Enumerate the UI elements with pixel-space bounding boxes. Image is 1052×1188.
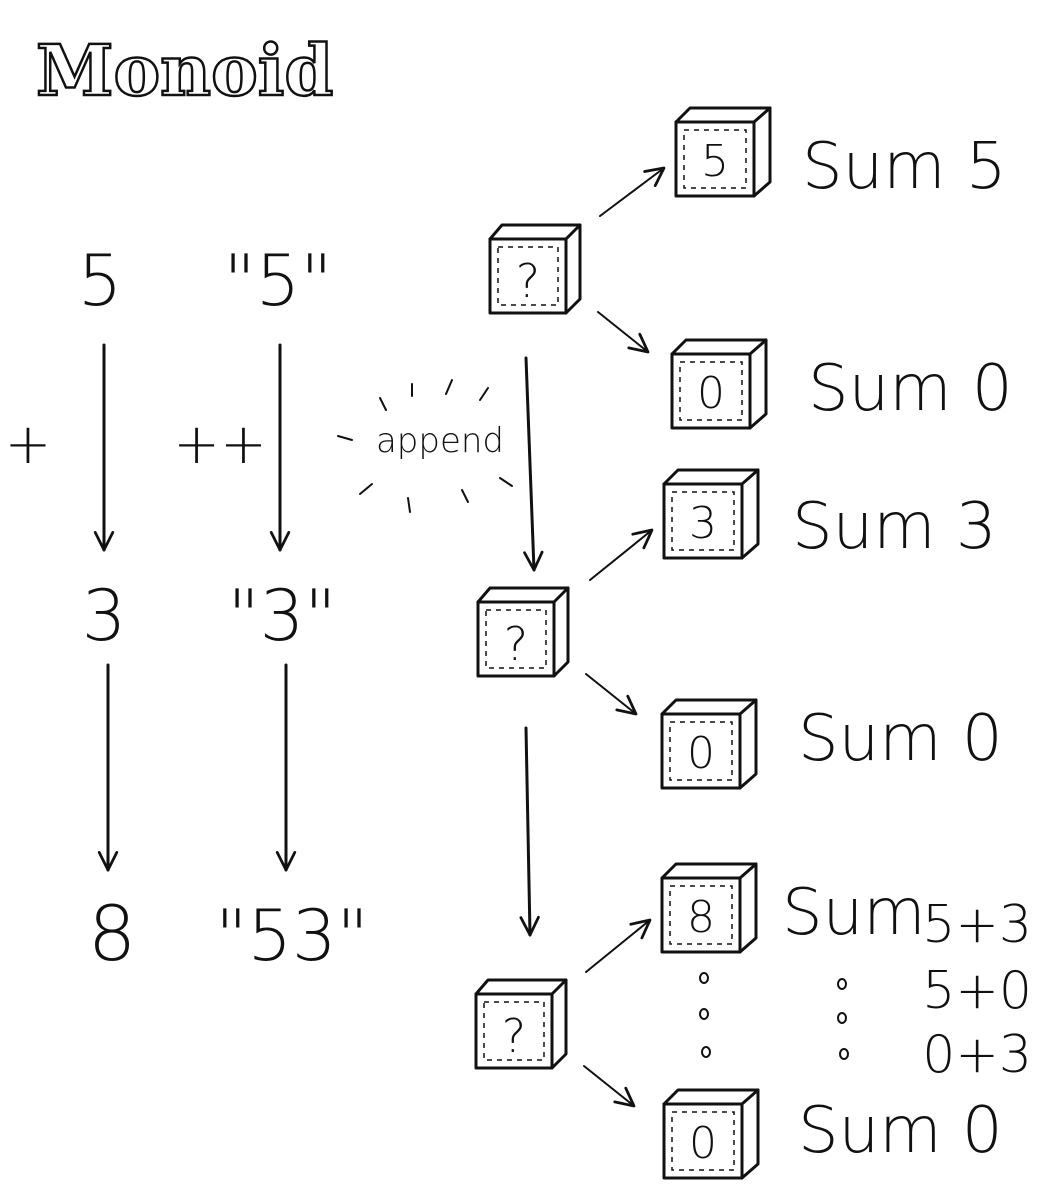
stage-arrow-2 [519,726,540,937]
string-top: "5" [224,240,333,322]
ellipsis-dots-left [699,972,711,1058]
value-box-0-c-label: 0 [689,1118,717,1169]
value-box-0-b: 0 [660,698,758,790]
value-box-3-label: 3 [689,498,717,549]
value-box-0-a: 0 [670,338,768,430]
value-box-0-b-label: 0 [687,728,715,779]
mystery-box-2-label: ? [504,617,528,671]
stage-3-arrow-down [583,1065,636,1108]
value-box-8: 8 [660,862,758,954]
stage-3-arrow-up [585,918,652,973]
sum-5-label: Sum 5 [802,130,1007,204]
mystery-box-2: ? [476,586,570,678]
value-box-5-label: 5 [701,136,729,187]
number-bottom: 8 [88,889,136,978]
value-box-8-label: 8 [687,892,715,943]
mystery-box-1: ? [488,223,582,315]
value-box-0-c: 0 [662,1088,760,1180]
stage-2-arrow-down [585,673,638,716]
number-top: 5 [78,240,123,322]
string-middle: "3" [228,575,337,657]
mystery-box-1-label: ? [516,254,540,308]
strings-operator: ++ [173,412,267,477]
value-box-3: 3 [662,468,760,560]
value-box-0-a-label: 0 [697,368,725,419]
append-label: append [376,421,504,461]
stage-arrow-1 [523,356,544,572]
stage-3: ? 8 Sum 0 Sum 0 5+3 5+0 0+3 [474,862,1032,1180]
string-bottom: "53" [215,895,368,977]
sum-result-label: Sum [782,876,926,950]
stage-2: ? 3 Sum 3 0 Sum 0 [476,468,1003,790]
diagram-title: Monoid [36,29,333,112]
sum-0-a-label: Sum 0 [808,352,1013,426]
append-burst [337,379,513,513]
sum-0-c-label: Sum 0 [798,1094,1003,1168]
sum-3-label: Sum 3 [792,490,997,564]
stage-1: ? 5 Sum 5 0 Sum 0 [488,106,1013,430]
number-middle: 3 [82,575,127,657]
stage-1-arrow-down [597,311,650,354]
stage-2-arrow-up [589,528,654,581]
numbers-operator: + [5,412,52,477]
mystery-box-3: ? [474,978,568,1070]
sum-expression-3: 0+3 [922,1025,1032,1085]
sum-expression-1: 5+3 [922,895,1032,955]
ellipsis-dots-right [837,978,849,1060]
value-box-5: 5 [674,106,772,198]
sum-expression-2: 5+0 [922,961,1032,1021]
mystery-box-3-label: ? [502,1009,526,1063]
sum-0-b-label: Sum 0 [798,702,1003,776]
stage-1-arrow-up [599,166,666,217]
